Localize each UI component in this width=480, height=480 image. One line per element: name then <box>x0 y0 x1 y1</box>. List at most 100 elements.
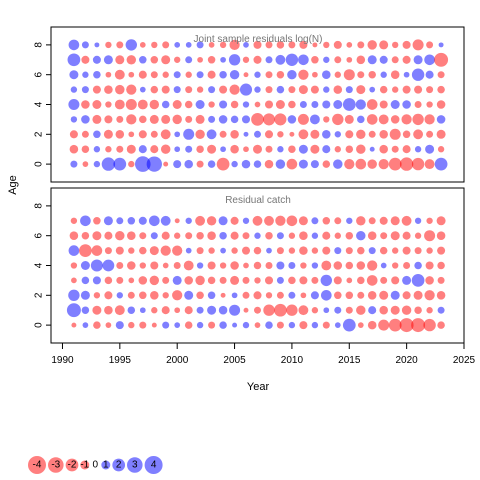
residual-bubble <box>148 215 160 227</box>
residual-bubble <box>185 145 193 153</box>
residual-bubble <box>149 114 159 124</box>
residual-bubble <box>231 160 238 168</box>
residual-bubble <box>105 322 112 328</box>
residual-bubble <box>401 215 412 226</box>
residual-bubble <box>333 261 343 270</box>
residual-bubble <box>242 276 250 284</box>
residual-bubble <box>436 291 446 300</box>
residual-bubble <box>379 305 388 315</box>
residual-bubble <box>81 306 90 314</box>
residual-bubble <box>425 261 434 270</box>
residual-bubble <box>333 40 342 49</box>
residual-bubble <box>426 307 433 314</box>
residual-bubble <box>414 101 422 108</box>
residual-bubble <box>81 276 90 285</box>
residual-bubble <box>263 304 275 316</box>
residual-bubble <box>367 231 377 240</box>
residual-bubble <box>128 71 135 78</box>
residual-bubble <box>390 290 400 300</box>
residual-bubble <box>80 215 91 227</box>
residual-bubble <box>276 261 285 270</box>
residual-bubble <box>298 85 308 95</box>
residual-bubble <box>195 100 205 109</box>
legend-label: -3 <box>51 460 60 471</box>
residual-bubble <box>399 318 414 333</box>
x-tick-label: 2025 <box>453 355 476 366</box>
residual-bubble <box>208 321 216 329</box>
residual-bubble <box>252 215 263 226</box>
residual-bubble <box>243 262 249 269</box>
residual-bubble <box>253 160 262 168</box>
residual-bubble <box>345 130 354 139</box>
residual-bubble <box>414 247 422 255</box>
residual-bubble <box>160 245 171 256</box>
residual-bubble <box>92 55 101 64</box>
residual-bubble <box>392 262 399 269</box>
residual-bubble <box>265 56 273 64</box>
residual-bubble <box>196 71 204 79</box>
y-axis: 0 2 4 6 8 <box>34 203 51 328</box>
residual-bubble <box>185 232 193 240</box>
residual-bubble <box>81 115 90 124</box>
residual-bubble <box>253 144 262 154</box>
residual-bubble <box>322 145 331 154</box>
residual-bubble <box>254 101 261 108</box>
residual-bubble <box>241 115 251 124</box>
residual-bubble <box>380 262 387 269</box>
residual-bubble <box>207 70 216 79</box>
y-tick-label: 4 <box>34 262 45 268</box>
residual-bubble <box>218 305 228 315</box>
residual-bubble <box>392 247 399 254</box>
panel-title: Residual catch <box>225 195 291 206</box>
residual-bubble <box>276 232 284 240</box>
residual-bubble <box>286 304 298 316</box>
residual-bubble <box>403 262 411 269</box>
y-tick-label: 6 <box>34 71 45 77</box>
residual-bubble <box>332 113 344 126</box>
residual-bubble <box>402 85 411 94</box>
residual-bubble <box>127 291 135 299</box>
residual-bubble <box>300 292 307 299</box>
residual-bubble <box>367 55 377 65</box>
residual-bubble <box>287 69 297 80</box>
residual-bubble <box>411 157 425 171</box>
residual-bubble <box>116 276 124 284</box>
residual-bubble <box>426 130 434 138</box>
residual-bubble <box>298 216 308 226</box>
residual-bubble <box>276 247 284 255</box>
residual-bubble <box>265 321 273 329</box>
legend-label: 0 <box>93 460 99 471</box>
residual-bubble <box>369 86 376 93</box>
residual-bubble <box>105 146 112 153</box>
residual-bubble <box>196 291 204 300</box>
residual-bubble <box>93 130 101 139</box>
residual-bubble <box>367 159 377 169</box>
residual-bubble <box>298 159 308 169</box>
residual-bubble <box>401 305 412 315</box>
residual-bubble <box>70 86 78 93</box>
residual-bubble <box>437 71 445 79</box>
residual-bubble <box>207 160 216 168</box>
residual-bubble <box>162 276 170 284</box>
residual-bubble <box>149 99 160 110</box>
residual-bubble <box>412 39 424 51</box>
residual-bubble <box>105 71 112 78</box>
residual-bubble <box>265 262 273 269</box>
residual-bubble <box>334 146 341 153</box>
residual-bubble <box>254 306 261 314</box>
residual-bubble <box>135 156 151 172</box>
residual-bubble <box>288 41 296 49</box>
residual-bubble <box>356 230 366 241</box>
residual-bubble <box>68 39 80 51</box>
residual-bubble <box>128 277 135 284</box>
residual-bubble <box>413 129 424 140</box>
residual-bubble <box>126 55 137 65</box>
residual-bubble <box>411 274 425 287</box>
y-axis-title: Age <box>7 175 19 195</box>
residual-bubble <box>436 129 446 139</box>
residual-bubble <box>220 146 226 153</box>
residual-bubble <box>208 86 216 94</box>
residual-bubble <box>241 159 251 169</box>
residual-bubble <box>322 246 331 255</box>
residual-bubble <box>323 86 330 93</box>
